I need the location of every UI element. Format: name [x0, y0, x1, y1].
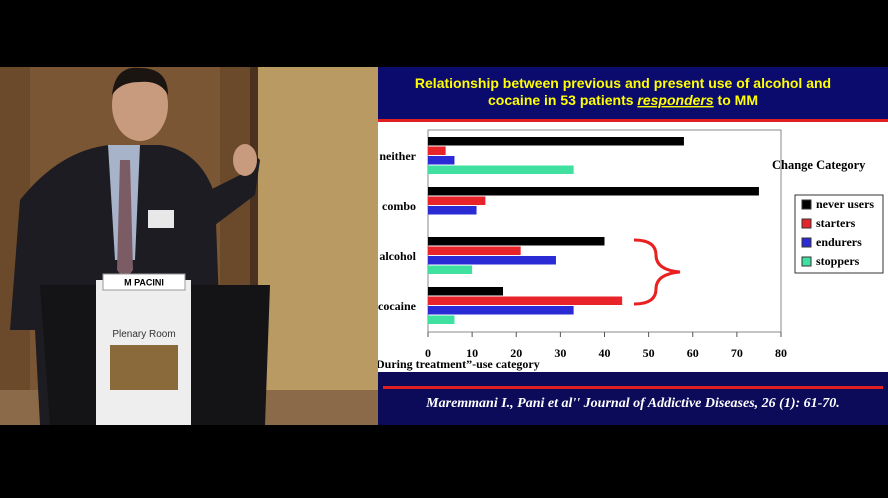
- bar: [428, 165, 574, 174]
- bar: [428, 206, 477, 215]
- bar: [428, 156, 455, 165]
- poster-title: Plenary Room: [112, 329, 175, 340]
- bar: [428, 287, 504, 296]
- x-axis-label: During treatment”-use category: [376, 357, 540, 371]
- nameplate: M PACINI: [124, 277, 164, 287]
- legend-title: Change Category: [772, 158, 866, 172]
- slide-header: [378, 67, 888, 119]
- slide-title: Relationship between previous and presen…: [415, 75, 831, 91]
- legend-label: endurers: [816, 235, 862, 249]
- legend-swatch: [801, 237, 812, 248]
- bar: [428, 265, 473, 274]
- bar: [428, 187, 759, 196]
- bar: [428, 306, 574, 315]
- bracket: [633, 238, 681, 306]
- x-tick-label: 80: [775, 346, 787, 360]
- x-tick-label: 0: [425, 346, 431, 360]
- bar: [428, 296, 623, 305]
- category-label: neither: [379, 149, 416, 163]
- x-tick-label: 10: [466, 346, 478, 360]
- x-tick-label: 60: [687, 346, 699, 360]
- legend-swatch: [801, 256, 812, 267]
- chart: 0 10 20 30 40 50 60 70 80 neither combo alcohol coca…: [378, 137, 874, 360]
- title-part: to MM: [718, 92, 758, 108]
- legend-label: stoppers: [816, 254, 860, 268]
- bar: [428, 196, 486, 205]
- bar: [428, 315, 455, 324]
- x-tick-label: 30: [554, 346, 566, 360]
- bar: [428, 256, 556, 265]
- slide-title: cocaine in 53 patients responders to MM: [488, 92, 758, 108]
- x-tick-label: 70: [731, 346, 743, 360]
- citation: Maremmani I., Pani et al'' Journal of Ad…: [425, 396, 840, 411]
- x-tick-label: 40: [599, 346, 611, 360]
- bar: [428, 246, 521, 255]
- x-tick-label: 50: [643, 346, 655, 360]
- legend-label: starters: [816, 216, 856, 230]
- speaker-photo: M PACINI Plenary Room: [0, 67, 378, 425]
- slide: Relationship between previous and presen…: [376, 67, 888, 425]
- bar: [428, 146, 446, 155]
- bar: [428, 137, 684, 146]
- category-label: alcohol: [379, 249, 416, 263]
- x-tick-label: 20: [510, 346, 522, 360]
- title-part: cocaine in 53 patients: [488, 92, 634, 108]
- legend-swatch: [801, 199, 812, 210]
- title-emphasis: responders: [637, 92, 713, 108]
- legend-swatch: [801, 218, 812, 229]
- legend-label: never users: [816, 197, 874, 211]
- bar: [428, 237, 605, 246]
- category-label: cocaine: [378, 299, 417, 313]
- category-label: combo: [382, 199, 416, 213]
